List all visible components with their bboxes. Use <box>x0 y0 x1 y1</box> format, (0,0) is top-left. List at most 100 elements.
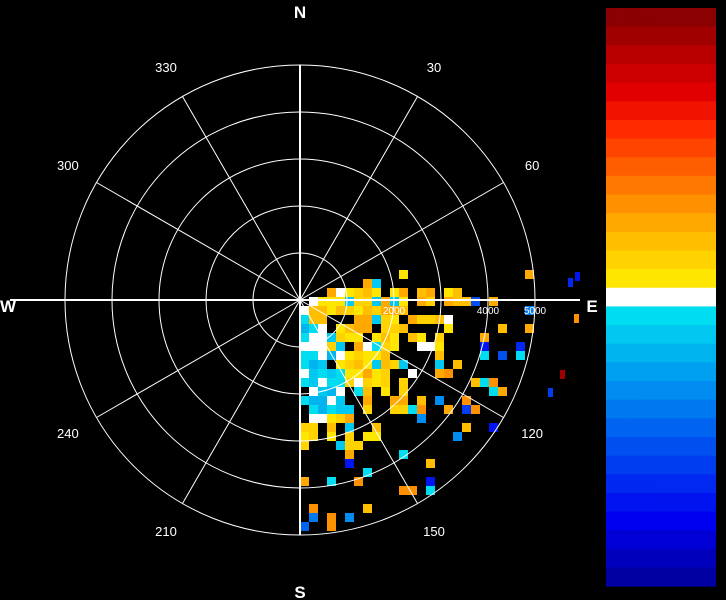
velocity-cell <box>489 423 498 432</box>
velocity-cell <box>390 297 399 306</box>
velocity-cell <box>327 387 336 396</box>
velocity-cell <box>489 387 498 396</box>
velocity-cell <box>336 342 345 351</box>
velocity-cell <box>381 351 390 360</box>
legend-label: -4.67m/s <box>608 422 653 434</box>
legend-swatch <box>606 306 716 326</box>
velocity-cell <box>300 432 309 441</box>
velocity-cell <box>300 351 309 360</box>
velocity-cell <box>363 369 372 378</box>
velocity-cell <box>426 342 435 351</box>
velocity-cell <box>381 297 390 306</box>
velocity-cell <box>525 270 534 279</box>
velocity-cell <box>354 306 363 315</box>
velocity-cell <box>354 378 363 387</box>
velocity-cell <box>372 333 381 342</box>
velocity-cell <box>399 378 408 387</box>
velocity-cell <box>309 342 318 351</box>
velocity-cell <box>390 288 399 297</box>
velocity-cell <box>327 522 336 531</box>
velocity-cell <box>300 522 309 531</box>
legend-swatch <box>606 157 716 177</box>
legend-swatch <box>606 213 716 233</box>
velocity-cell <box>480 342 489 351</box>
velocity-cell <box>336 297 345 306</box>
velocity-cell <box>408 315 417 324</box>
legend-swatch <box>606 343 716 363</box>
velocity-cell <box>336 369 345 378</box>
velocity-cell <box>318 360 327 369</box>
legend-label: 4.00m/s <box>608 180 649 192</box>
legend-label: 2.00m/s <box>608 236 649 248</box>
legend-swatch <box>606 530 716 550</box>
velocity-cell <box>309 360 318 369</box>
bearing-label: 300 <box>57 158 79 173</box>
velocity-cell <box>318 333 327 342</box>
velocity-cell <box>345 414 354 423</box>
velocity-cell <box>318 414 327 423</box>
velocity-cell <box>489 297 498 306</box>
legend-swatch <box>606 381 716 401</box>
velocity-cell <box>372 423 381 432</box>
legend-swatch <box>606 101 716 121</box>
velocity-cell <box>372 279 381 288</box>
legend-label: -7.33m/s <box>608 497 653 509</box>
velocity-cell <box>417 396 426 405</box>
velocity-cell <box>426 459 435 468</box>
velocity-cell <box>372 315 381 324</box>
velocity-cell <box>363 324 372 333</box>
velocity-cell <box>408 369 417 378</box>
velocity-cell <box>372 351 381 360</box>
cardinal-s: S <box>294 583 305 600</box>
velocity-cell <box>363 387 372 396</box>
velocity-cell <box>318 351 327 360</box>
velocity-cell <box>471 378 480 387</box>
legend-swatch <box>606 492 716 513</box>
legend-swatch <box>606 362 716 382</box>
velocity-cell <box>516 351 525 360</box>
bearing-spoke <box>182 299 301 504</box>
velocity-cell <box>525 324 534 333</box>
velocity-cell <box>309 324 318 333</box>
velocity-cell <box>453 288 462 297</box>
velocity-cell <box>399 387 408 396</box>
velocity-cell <box>345 288 354 297</box>
velocity-cell <box>336 378 345 387</box>
bearing-spoke <box>299 299 418 504</box>
velocity-cell <box>309 396 318 405</box>
velocity-cell <box>345 423 354 432</box>
velocity-cell <box>548 388 553 397</box>
legend-swatch <box>606 567 716 587</box>
velocity-cell <box>498 324 507 333</box>
velocity-cell <box>318 369 327 378</box>
legend-label: -2.00m/s <box>608 348 653 360</box>
velocity-cell <box>336 414 345 423</box>
velocity-cell <box>336 405 345 414</box>
velocity-cell <box>318 306 327 315</box>
legend-label: 10.00m/s <box>608 12 656 24</box>
legend-label: 9.33m/s <box>608 31 649 43</box>
velocity-cell <box>354 324 363 333</box>
velocity-cell <box>354 342 363 351</box>
velocity-cell <box>435 396 444 405</box>
velocity-cell <box>390 342 399 351</box>
velocity-cell <box>372 297 381 306</box>
velocity-cell <box>399 270 408 279</box>
velocity-cell <box>300 306 309 315</box>
legend-swatch <box>606 231 716 251</box>
legend-swatch <box>606 511 716 531</box>
velocity-cell <box>471 297 480 306</box>
velocity-cell <box>381 324 390 333</box>
velocity-cell <box>390 306 399 315</box>
velocity-cell <box>381 333 390 342</box>
legend-swatch <box>606 250 716 270</box>
velocity-cell <box>309 378 318 387</box>
velocity-cell <box>327 396 336 405</box>
velocity-cell <box>354 333 363 342</box>
legend-label: 6.67m/s <box>608 105 649 117</box>
velocity-cell <box>327 306 336 315</box>
velocity-cell <box>363 468 372 477</box>
velocity-cell <box>318 405 327 414</box>
legend-label: -5.33m/s <box>608 441 653 453</box>
